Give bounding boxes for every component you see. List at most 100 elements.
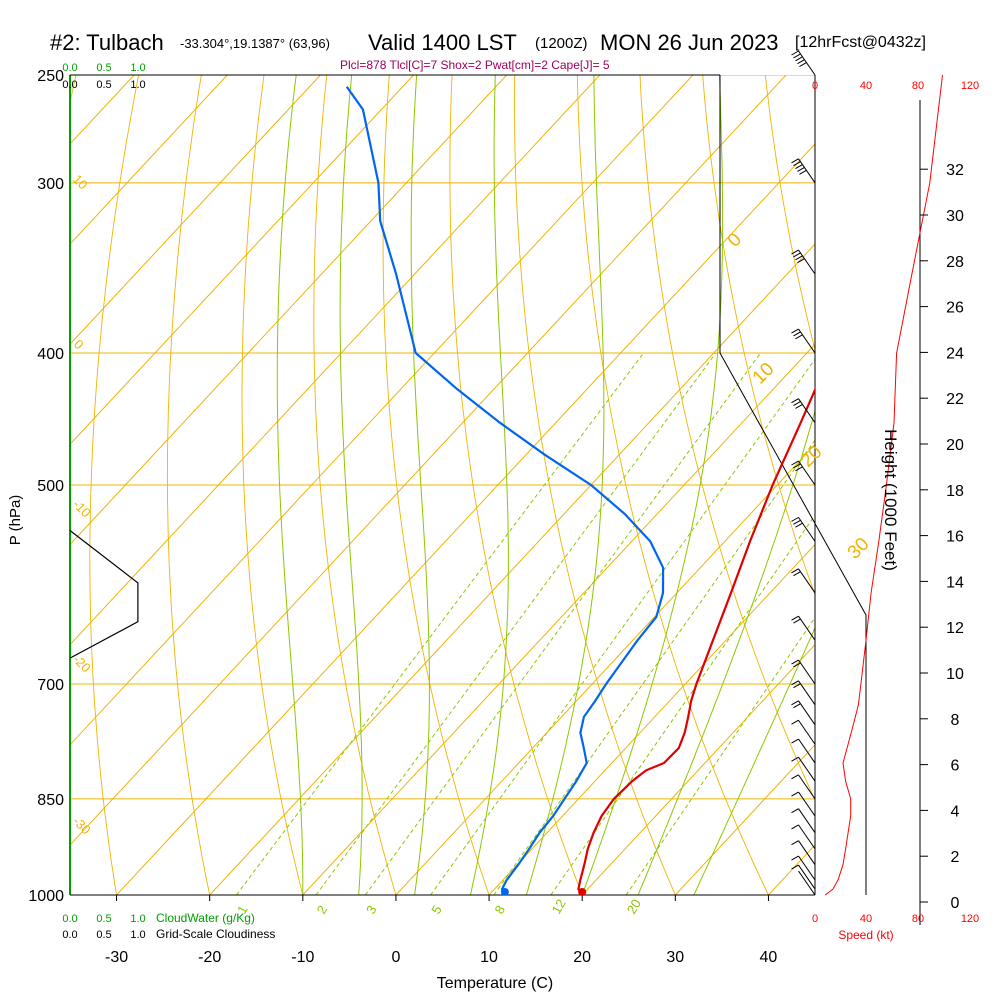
wind-barb-flag <box>791 659 799 665</box>
wind-barb <box>798 738 816 764</box>
moist-adiabat-line <box>637 409 815 895</box>
mixing-ratio-line <box>236 352 644 895</box>
wind-barb-flag <box>791 719 799 725</box>
cloudwater-tick-top: 0.5 <box>96 62 111 74</box>
wind-barb-flag <box>793 703 801 709</box>
wind-barb <box>798 840 816 865</box>
wind-barb <box>798 870 816 896</box>
wind-barb-flag <box>791 615 799 621</box>
wind-barb-flag <box>793 53 801 59</box>
height-tick-label: 24 <box>946 345 964 362</box>
wind-barb <box>798 460 816 486</box>
wind-barb <box>798 791 816 817</box>
wind-barb <box>798 719 816 745</box>
dry-adiabat-line <box>89 75 140 895</box>
cloudiness-line <box>69 530 139 659</box>
temp-tick-label: 0 <box>391 949 400 966</box>
dewpoint-line <box>345 86 665 895</box>
temp-tick-label: 10 <box>480 949 498 966</box>
dry-adiabat-line <box>382 75 490 895</box>
wind-barb <box>798 158 816 184</box>
height-tick-label: 14 <box>946 574 964 591</box>
pressure-tick-label: 850 <box>37 792 64 809</box>
pressure-tick-label: 400 <box>37 346 64 363</box>
mixing-ratio-line <box>364 352 761 895</box>
wind-barb-flag <box>793 252 801 258</box>
side-isotherm-label: -30 <box>70 814 94 838</box>
temp-tick-label: 40 <box>760 949 778 966</box>
valid-zulu: (1200Z) <box>535 35 588 52</box>
wind-barb-flag <box>795 255 803 261</box>
cloudiness-tick-bottom: 0.5 <box>96 929 111 941</box>
isotherm-line <box>70 75 321 345</box>
temp-tick-label: -30 <box>105 949 128 966</box>
moist-adiabat-line <box>410 75 430 895</box>
isotherm-line <box>70 75 601 646</box>
wind-barb-flag <box>793 662 801 668</box>
y-axis-title: P (hPa) <box>7 495 24 546</box>
isotherm-label: 0 <box>724 229 746 251</box>
valid-time: Valid 1400 LST <box>368 30 517 55</box>
wind-barb <box>798 774 816 800</box>
pressure-tick-label: 1000 <box>28 888 64 905</box>
wind-speed-line <box>824 74 943 896</box>
wind-barb-flag <box>797 167 805 172</box>
isotherm-line <box>116 143 815 895</box>
mixing-ratio-label: 8 <box>491 903 508 917</box>
speed-tick-bottom: 40 <box>860 913 872 925</box>
height-tick-label: 18 <box>946 483 964 500</box>
wind-barb-flag <box>791 808 799 814</box>
dry-adiabat-line <box>166 75 211 895</box>
speed-axis-title: Speed (kt) <box>838 928 893 942</box>
dewpoint-surface-point <box>500 888 509 895</box>
wind-barb-flag <box>791 158 799 164</box>
wind-barb <box>798 659 816 685</box>
dry-adiabat-line <box>702 75 815 596</box>
speed-tick-bottom: 120 <box>961 913 979 925</box>
wind-barb <box>798 517 816 542</box>
temp-tick-label: -20 <box>198 949 221 966</box>
wind-barb-flag <box>791 774 799 780</box>
dry-adiabat-line <box>764 75 815 352</box>
wind-barb-flag <box>793 683 801 689</box>
wind-barb-flag <box>791 738 799 744</box>
wind-barb <box>798 328 816 354</box>
speed-tick-top: 120 <box>961 80 979 92</box>
pressure-tick-label: 250 <box>37 68 64 85</box>
speed-profile-border <box>719 352 867 895</box>
wind-barb <box>798 824 816 850</box>
isotherm-line <box>395 443 815 895</box>
mixing-ratio-label: 5 <box>428 903 445 917</box>
height-axis-title: Height (1000 Feet) <box>881 429 900 571</box>
temperature-line <box>577 387 815 895</box>
wind-barb <box>798 398 816 423</box>
temp-tick-label: 20 <box>573 949 591 966</box>
wind-barb-flag <box>793 618 801 624</box>
cloudiness-tick-top: 1.0 <box>130 79 145 91</box>
wind-barb-flag <box>795 404 803 409</box>
height-tick-label: 30 <box>946 208 964 225</box>
wind-barb-flag <box>791 398 799 404</box>
cloudwater-axis-title: CloudWater (g/Kg) <box>156 911 255 925</box>
isotherm-line <box>302 343 815 895</box>
mixing-ratio-label: 2 <box>314 903 331 917</box>
x-axis-title: Temperature (C) <box>437 975 553 992</box>
moist-adiabat-line <box>339 75 363 895</box>
wind-barb-flag <box>791 328 799 334</box>
temperature-surface-point <box>578 888 587 895</box>
mixing-ratio-label: 12 <box>549 896 569 916</box>
dry-adiabat-line <box>576 75 769 895</box>
wind-barb <box>798 615 816 641</box>
cloudwater-tick-bottom: 0.5 <box>96 913 111 925</box>
wind-barb-flag <box>791 50 799 56</box>
wind-profile <box>791 50 943 896</box>
wind-barb-flag <box>797 59 805 65</box>
height-tick-label: 2 <box>951 849 960 866</box>
speed-tick-top: 40 <box>860 80 872 92</box>
wind-barb-flag <box>791 864 799 870</box>
height-tick-label: 0 <box>951 895 960 912</box>
side-isotherm-label: -20 <box>70 652 94 676</box>
cloudiness-tick-bottom: 1.0 <box>130 929 145 941</box>
